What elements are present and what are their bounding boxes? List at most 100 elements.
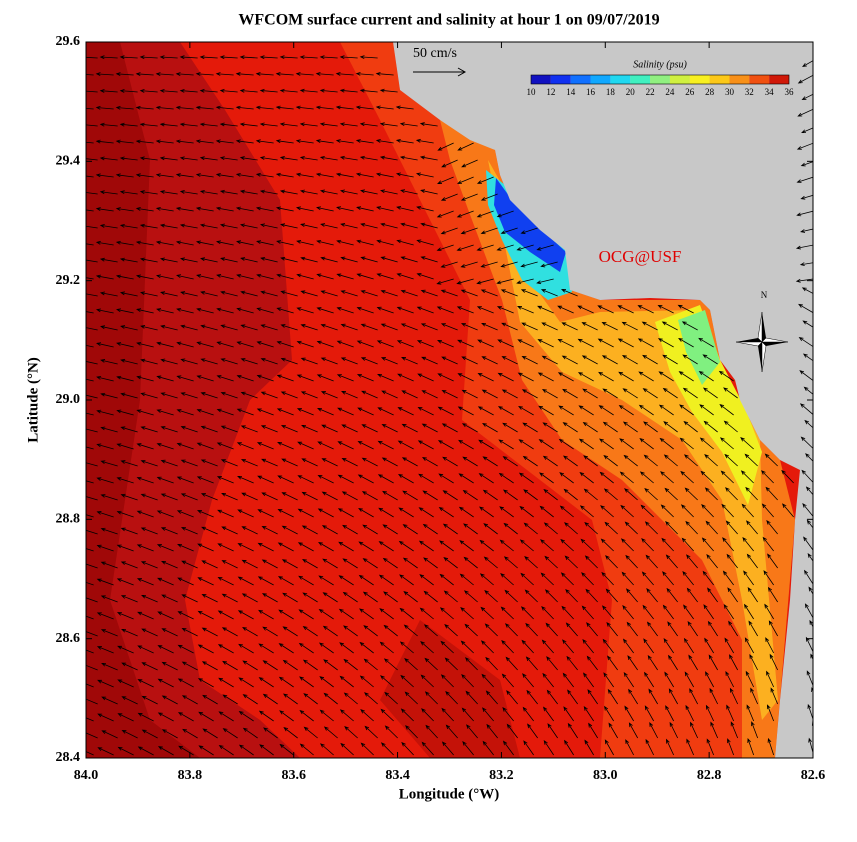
current-vector bbox=[259, 122, 278, 127]
current-vector bbox=[577, 372, 594, 382]
current-vector bbox=[719, 404, 734, 416]
current-vector bbox=[685, 520, 698, 535]
current-vector bbox=[729, 654, 738, 671]
current-vector bbox=[647, 654, 658, 671]
current-vector bbox=[706, 554, 718, 569]
current-vector bbox=[256, 341, 274, 348]
current-vector bbox=[718, 370, 734, 382]
current-vector bbox=[484, 589, 498, 603]
current-vector bbox=[643, 638, 654, 654]
current-vector bbox=[559, 472, 574, 484]
current-vector bbox=[121, 729, 138, 739]
current-vector bbox=[357, 407, 374, 416]
current-vector bbox=[86, 717, 94, 722]
current-vector bbox=[100, 325, 118, 331]
current-vector bbox=[160, 392, 178, 399]
current-vector bbox=[200, 425, 218, 433]
current-vector bbox=[805, 636, 813, 653]
current-vector bbox=[400, 708, 414, 722]
current-vector bbox=[86, 751, 94, 756]
current-vector bbox=[180, 358, 198, 365]
current-vector bbox=[579, 471, 594, 484]
current-vector bbox=[95, 173, 114, 178]
current-vector bbox=[242, 727, 258, 739]
current-vector bbox=[221, 627, 238, 637]
current-vector bbox=[637, 305, 654, 314]
current-vector bbox=[356, 340, 374, 348]
current-vector bbox=[799, 370, 813, 382]
current-vector bbox=[96, 578, 114, 586]
current-vector bbox=[437, 176, 454, 184]
current-vector bbox=[236, 374, 254, 382]
current-vector bbox=[200, 392, 218, 399]
current-vector bbox=[181, 594, 198, 603]
current-vector bbox=[401, 457, 418, 467]
current-vector bbox=[460, 227, 478, 235]
current-vector bbox=[795, 244, 813, 250]
current-vector bbox=[657, 338, 674, 348]
current-vector bbox=[517, 339, 534, 348]
current-vector bbox=[321, 491, 338, 501]
current-vector bbox=[799, 403, 813, 415]
current-vector bbox=[599, 438, 614, 450]
current-vector bbox=[417, 373, 434, 382]
current-vector bbox=[662, 604, 674, 620]
current-vector bbox=[96, 443, 114, 450]
current-vector bbox=[463, 590, 478, 603]
current-vector bbox=[120, 358, 138, 365]
current-vector bbox=[669, 721, 679, 739]
compass-arm bbox=[735, 341, 763, 347]
current-vector bbox=[301, 491, 318, 501]
current-vector bbox=[180, 493, 198, 501]
current-vector bbox=[160, 291, 178, 297]
current-vector bbox=[216, 442, 234, 450]
current-vector bbox=[340, 323, 358, 331]
current-vector bbox=[646, 588, 658, 603]
current-vector bbox=[603, 488, 618, 501]
current-vector bbox=[280, 391, 298, 399]
current-vector bbox=[620, 504, 634, 518]
current-vector bbox=[746, 704, 755, 722]
current-vector bbox=[220, 324, 238, 331]
current-vector bbox=[476, 306, 494, 314]
current-vector bbox=[804, 419, 813, 429]
current-vector bbox=[621, 321, 638, 331]
current-vector bbox=[621, 571, 634, 586]
current-vector bbox=[177, 611, 194, 620]
current-vector bbox=[582, 421, 598, 433]
current-vector bbox=[282, 592, 298, 603]
current-vector bbox=[443, 590, 458, 603]
current-vector bbox=[86, 563, 98, 569]
current-vector bbox=[378, 507, 394, 518]
current-vector bbox=[295, 206, 314, 212]
current-vector bbox=[505, 656, 518, 671]
current-vector bbox=[797, 108, 813, 117]
current-vector bbox=[135, 240, 154, 246]
current-vector bbox=[201, 661, 218, 671]
current-vector bbox=[319, 676, 334, 688]
colorbar-tick-label: 14 bbox=[566, 87, 576, 97]
current-vector bbox=[482, 456, 498, 467]
current-vector bbox=[380, 357, 398, 365]
current-vector bbox=[139, 156, 158, 161]
current-vector bbox=[377, 440, 394, 450]
current-vector bbox=[237, 610, 254, 620]
current-vector bbox=[728, 620, 738, 637]
current-vector bbox=[709, 687, 719, 705]
current-vector bbox=[303, 726, 318, 739]
current-vector bbox=[583, 705, 594, 722]
current-vector bbox=[600, 538, 614, 552]
current-vector bbox=[342, 524, 358, 535]
current-vector bbox=[95, 105, 114, 110]
colorbar-segment bbox=[709, 75, 730, 84]
colorbar-segment bbox=[650, 75, 670, 84]
current-vector bbox=[681, 321, 698, 331]
current-vector bbox=[320, 256, 338, 263]
current-vector bbox=[277, 509, 294, 518]
current-vector bbox=[642, 388, 658, 399]
current-vector bbox=[161, 695, 178, 705]
current-vector bbox=[86, 277, 94, 280]
current-vector bbox=[86, 496, 98, 501]
y-axis-label: Latitude (°N) bbox=[25, 357, 41, 443]
current-vector bbox=[256, 240, 274, 246]
